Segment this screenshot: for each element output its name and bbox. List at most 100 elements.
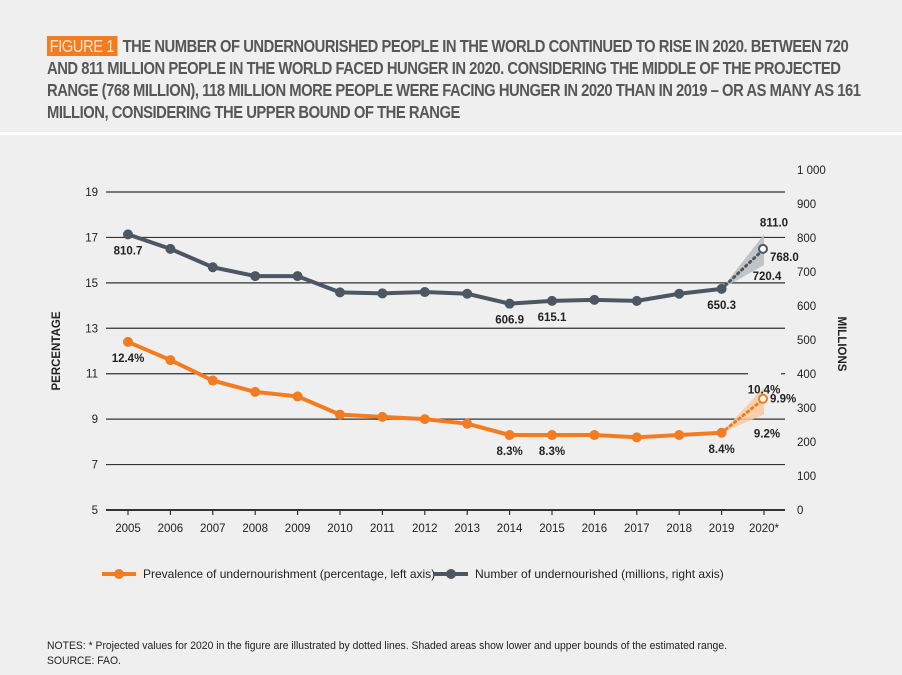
source-text: SOURCE: FAO. [47, 655, 121, 667]
prevalence-point [419, 414, 430, 425]
header-divider [0, 132, 902, 135]
prevalence-point [547, 430, 557, 441]
prevalence-point [631, 432, 642, 443]
right-axis-ticks: 0 100 200 300 400 500 600 700 800 900 1 000 [797, 165, 826, 517]
prevalence-projection-line [720, 397, 766, 435]
number-point [547, 295, 557, 306]
x-tick-label: 2013 [454, 523, 480, 535]
prevalence-point [504, 430, 515, 441]
x-tick-label: 2016 [582, 523, 608, 535]
right-tick-label: 800 [797, 233, 816, 245]
prevalence-point [207, 375, 218, 386]
prevalence-point [123, 336, 133, 347]
left-axis-title: PERCENTAGE [51, 311, 63, 390]
number-point [504, 298, 515, 309]
number-point [631, 295, 642, 306]
left-axis-ticks: 5 7 9 11 13 15 17 19 [85, 187, 98, 517]
number-data-label: 811.0 [760, 217, 788, 229]
number-projection-band [721, 234, 764, 289]
left-tick-label: 11 [86, 369, 98, 381]
number-point [462, 288, 473, 299]
left-tick-label: 13 [85, 323, 98, 335]
right-tick-label: 100 [797, 471, 816, 483]
number-data-label: 810.7 [114, 245, 143, 257]
number-point [123, 229, 133, 240]
left-tick-label: 17 [85, 232, 98, 244]
x-tick-label: 2020* [749, 523, 780, 535]
prevalence-point [716, 427, 727, 438]
prevalence-point [250, 386, 261, 397]
legend: Prevalence of undernourishment (percenta… [102, 567, 724, 581]
right-tick-label: 900 [797, 199, 816, 211]
right-tick-label: 200 [797, 437, 816, 449]
line-chart: 5 7 9 11 13 15 17 19 0 100 200 300 400 500 600 700 800 9… [51, 165, 847, 581]
x-tick-label: 2017 [624, 523, 650, 535]
number-data-label: 720.4 [753, 271, 782, 283]
number-data-label: 650.3 [707, 300, 736, 312]
x-tick-label: 2011 [370, 523, 395, 535]
x-tick-label: 2012 [412, 523, 438, 535]
number-point [207, 262, 218, 273]
prevalence-point [165, 355, 176, 366]
number-data-label: 768.0 [770, 252, 799, 264]
left-tick-label: 19 [85, 187, 98, 199]
notes-text: NOTES: * Projected values for 2020 in th… [47, 640, 728, 652]
prevalence-data-label: 9.2% [754, 429, 780, 441]
series-lines [123, 229, 768, 443]
prevalence-data-label: 9.9% [770, 394, 796, 406]
x-tick-label: 2018 [666, 523, 692, 535]
right-tick-label: 700 [797, 267, 816, 279]
number-point [377, 288, 388, 299]
x-tick-label: 2008 [242, 523, 268, 535]
x-tick-label: 2010 [327, 523, 353, 535]
right-tick-label: 500 [797, 335, 816, 347]
prevalence-point [292, 391, 303, 402]
figure-badge: FIGURE 1 [47, 36, 118, 56]
number-projection-line [720, 247, 766, 291]
prevalence-data-label: 12.4% [112, 353, 145, 365]
data-labels: 12.4% 8.3% 8.3% 8.4% 9.9% 9.2% 10.4% 810.7 606.9… [112, 217, 799, 458]
number-point [716, 283, 727, 294]
right-tick-label: 1 000 [797, 165, 826, 177]
left-tick-label: 9 [92, 414, 98, 426]
x-tick-label: 2015 [539, 523, 565, 535]
number-data-label: 606.9 [495, 315, 524, 327]
right-tick-label: 300 [797, 403, 816, 415]
notes: NOTES: * Projected values for 2020 in th… [47, 639, 875, 669]
left-tick-label: 7 [92, 460, 98, 472]
legend-number-marker [446, 569, 456, 579]
projection-bands [721, 234, 764, 433]
number-point [419, 287, 430, 298]
prevalence-data-label: 8.4% [708, 444, 734, 456]
number-point [589, 294, 600, 305]
prevalence-projected-point [758, 393, 768, 404]
prevalence-point [335, 409, 345, 420]
number-projected-point [758, 243, 768, 254]
right-axis-title: MILLIONS [835, 317, 847, 372]
number-data-label: 615.1 [538, 312, 567, 324]
left-tick-label: 5 [92, 505, 98, 517]
x-tick-label: 2019 [709, 523, 735, 535]
left-tick-label: 15 [85, 278, 98, 290]
number-point [165, 243, 176, 254]
right-tick-label: 600 [797, 301, 816, 313]
right-tick-label: 400 [797, 369, 816, 381]
legend-prevalence-label: Prevalence of undernourishment (percenta… [143, 567, 435, 581]
number-point [674, 288, 685, 299]
prevalence-point [674, 430, 685, 441]
x-tick-label: 2007 [200, 523, 226, 535]
prevalence-data-label: 8.3% [496, 446, 522, 458]
right-tick-label: 0 [797, 505, 803, 517]
x-tick-label: 2014 [497, 523, 523, 535]
prevalence-point [462, 418, 473, 429]
figure-title-text: THE NUMBER OF UNDERNOURISHED PEOPLE IN T… [47, 36, 861, 122]
figure-title: FIGURE 1 THE NUMBER OF UNDERNOURISHED PEO… [47, 35, 873, 123]
x-tick-label: 2005 [115, 523, 141, 535]
prevalence-projection-band [721, 387, 764, 433]
prevalence-data-label: 10.4% [748, 384, 781, 396]
figure-header: FIGURE 1 THE NUMBER OF UNDERNOURISHED PEO… [0, 0, 902, 132]
number-point [250, 271, 261, 282]
prevalence-data-label: 8.3% [539, 446, 565, 458]
x-tick-label: 2009 [285, 523, 311, 535]
x-tick-label: 2006 [158, 523, 184, 535]
